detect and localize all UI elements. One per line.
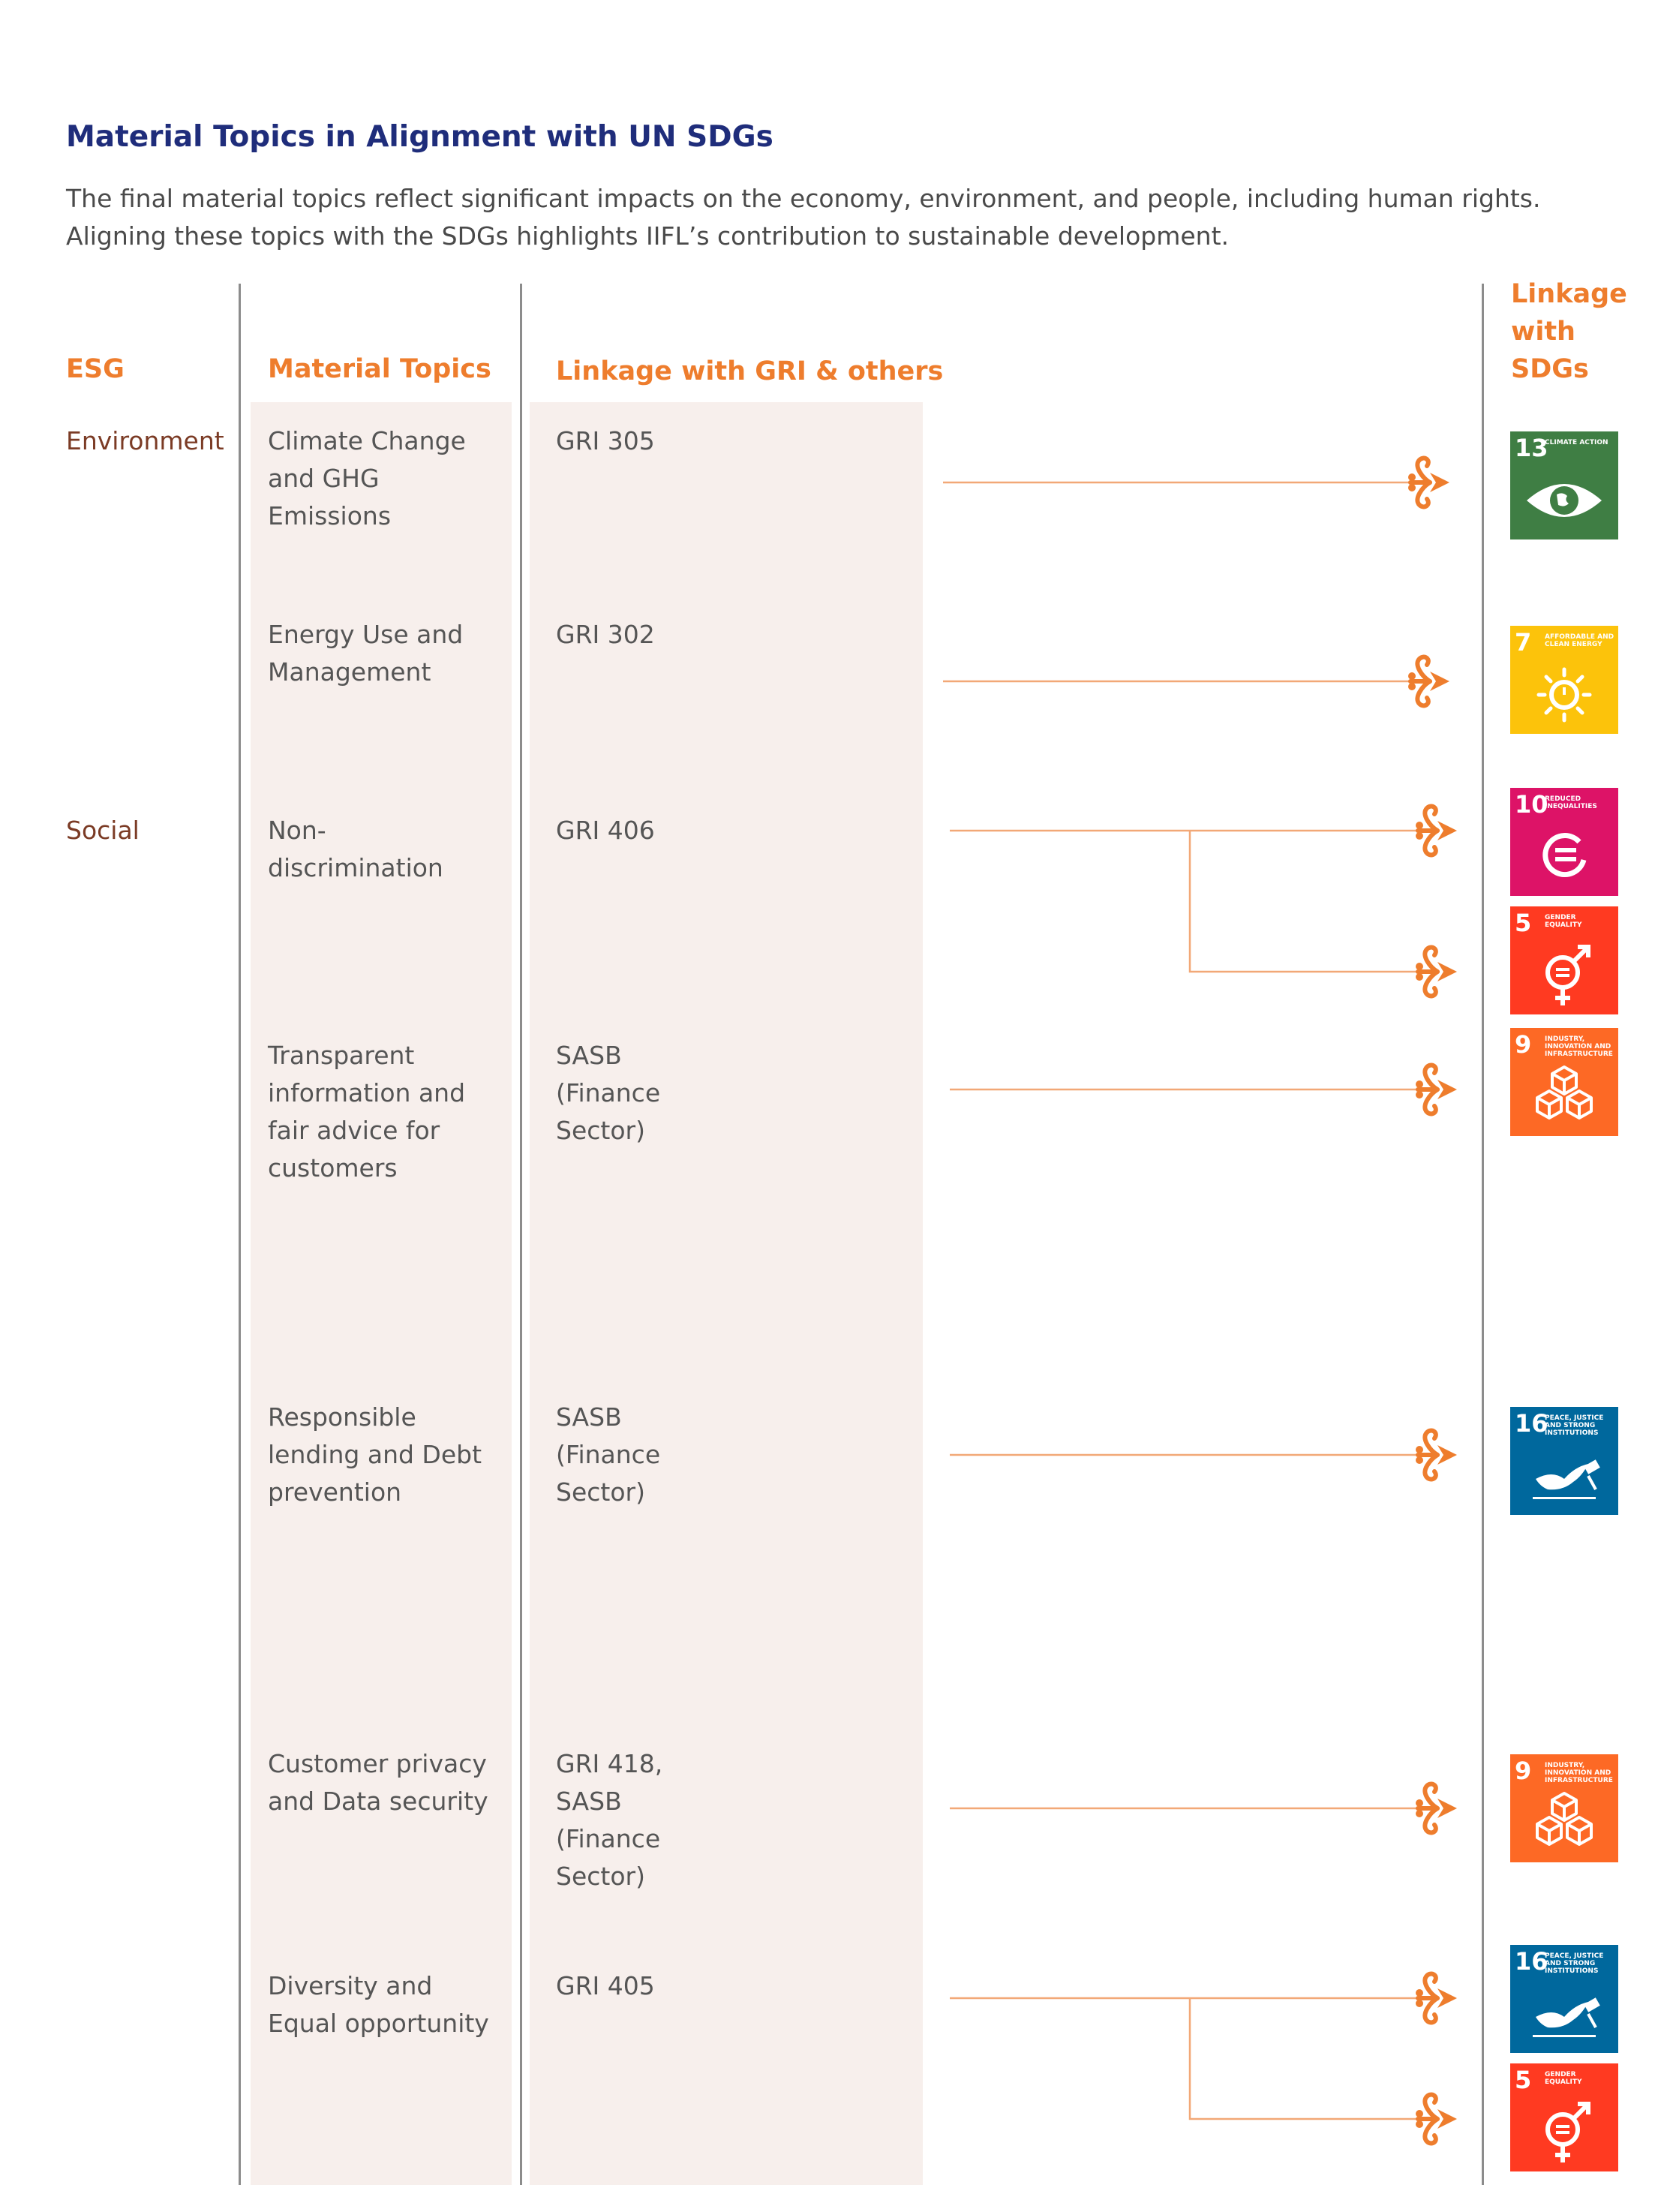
- gri-column-bg: [530, 402, 923, 2185]
- divider-topics-gri: [520, 284, 522, 2185]
- arrow-icon: [1408, 458, 1449, 507]
- arrow-icon: [1416, 1065, 1457, 1114]
- material-topics-column-bg: [251, 402, 512, 2185]
- esg-social: Social: [66, 816, 140, 845]
- arrow-icon: [1416, 807, 1457, 855]
- sdg-13-climate-action-tile: 13 Climate Action: [1510, 431, 1618, 539]
- gender-equality-icon: [1545, 945, 1590, 1005]
- arrow-icon: [1416, 1431, 1457, 1480]
- arrow-icon: [1416, 1974, 1457, 2023]
- sdg-7-clean-energy-tile: 7 Affordable and Clean Energy: [1510, 626, 1618, 734]
- topic-cell: Climate Change and GHG Emissions: [268, 426, 466, 530]
- gender-equality-icon: [1545, 2102, 1590, 2162]
- gri-cell: GRI 406: [556, 816, 655, 845]
- topic-cell: Energy Use and Management: [268, 620, 464, 687]
- divider-esg-topics: [239, 284, 241, 2185]
- connector-line: [1188, 831, 1418, 973]
- sdg-9-industry-innovation-tile: 9 Industry, Innovation and Infrastructur…: [1510, 1754, 1618, 1862]
- gri-cell: SASB (Finance Sector): [556, 1041, 661, 1145]
- connector-line: [1188, 1998, 1418, 2120]
- arrow-icon: [1416, 948, 1457, 996]
- topic-cell: Diversity and Equal opportunity: [268, 1971, 489, 2038]
- page-title: Material Topics in Alignment with UN SDG…: [66, 120, 773, 154]
- cubes-icon: [1536, 1065, 1593, 1120]
- arrow-icon: [1416, 2095, 1457, 2144]
- intro-paragraph: The final material topics reflect signif…: [66, 184, 1541, 251]
- header-esg: ESG: [66, 354, 125, 384]
- gri-cell: SASB (Finance Sector): [556, 1402, 661, 1507]
- sdg-10-reduced-inequalities-tile: 10 Reduced Inequalities: [1510, 788, 1618, 896]
- gri-cell: GRI 305: [556, 426, 655, 455]
- sdg-16-peace-justice-tile: 16 Peace, Justice and Strong Institution…: [1510, 1945, 1618, 2053]
- sun-power-icon: [1536, 667, 1592, 723]
- sdg-9-industry-innovation-tile: 9 Industry, Innovation and Infrastructur…: [1510, 1028, 1618, 1136]
- equals-circle-icon: [1542, 833, 1587, 878]
- sdg-16-peace-justice-tile: 16 Peace, Justice and Strong Institution…: [1510, 1407, 1618, 1515]
- cubes-icon: [1536, 1792, 1593, 1846]
- gri-cell: GRI 405: [556, 1971, 655, 2000]
- dove-gavel-icon: [1533, 1997, 1600, 2037]
- sdg-5-gender-equality-tile: 5 Gender Equality: [1510, 2063, 1618, 2171]
- topic-cell: Responsible lending and Debt prevention: [268, 1402, 482, 1507]
- sdg-5-gender-equality-tile: 5 Gender Equality: [1510, 906, 1618, 1014]
- dove-gavel-icon: [1533, 1459, 1600, 1499]
- esg-environment: Environment: [66, 426, 224, 455]
- topic-cell: Customer privacy and Data security: [268, 1749, 488, 1816]
- topic-cell: Non- discrimination: [268, 816, 443, 882]
- arrow-icon: [1408, 657, 1449, 706]
- header-linkage-sdgs: Linkage with SDGs: [1511, 279, 1627, 384]
- header-material-topics: Material Topics: [268, 354, 491, 384]
- gri-cell: GRI 302: [556, 620, 655, 649]
- eye-globe-icon: [1527, 484, 1602, 517]
- arrow-icon: [1416, 1784, 1457, 1833]
- topic-cell: Transparent information and fair advice …: [268, 1041, 466, 1183]
- header-linkage-gri: Linkage with GRI & others: [556, 356, 944, 386]
- gri-cell: GRI 418, SASB (Finance Sector): [556, 1749, 663, 1891]
- divider-gri-sdgs: [1482, 284, 1484, 2185]
